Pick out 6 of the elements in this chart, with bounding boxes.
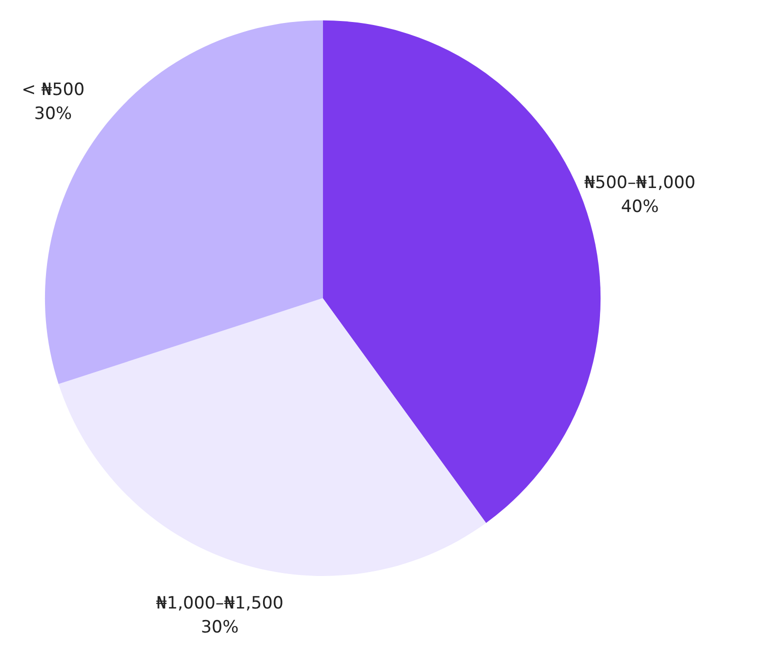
data-label: 30% (200, 618, 239, 638)
data-label: 40% (620, 197, 659, 218)
slice-label: < ₦500 (22, 80, 85, 100)
slice-label: ₦500–₦1,000 (584, 173, 696, 194)
data-label: 30% (34, 104, 72, 124)
slice-label: ₦1,000–₦1,500 (156, 594, 284, 614)
